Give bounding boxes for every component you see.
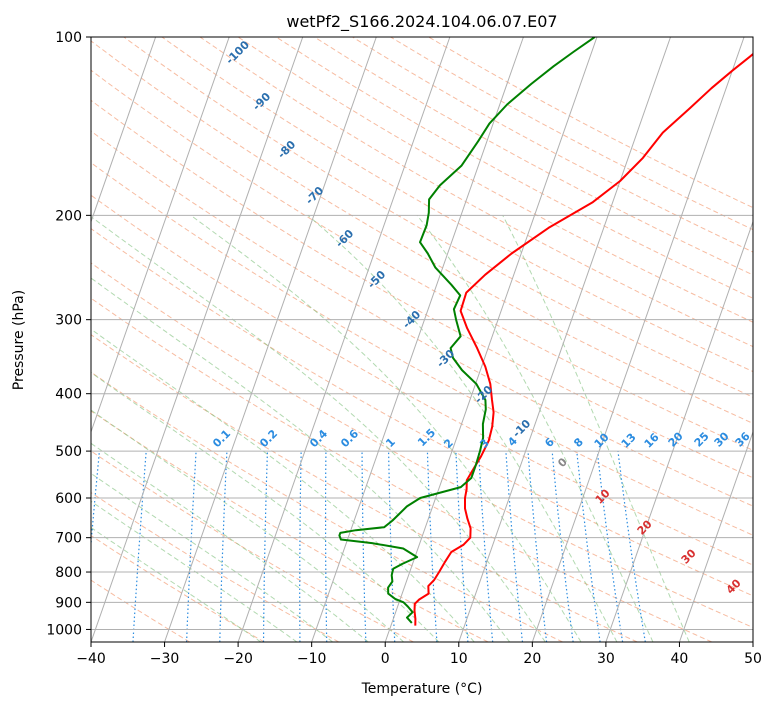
dry-adiabat <box>91 371 563 642</box>
chart-title: wetPf2_S166.2024.104.06.07.E07 <box>286 12 557 32</box>
x-tick-label: −40 <box>76 651 106 667</box>
moist-adiabat <box>91 409 404 642</box>
y-tick-label: 700 <box>55 531 82 547</box>
mixing-ratio-line <box>478 451 494 642</box>
isotherm <box>164 37 377 642</box>
plot-area <box>91 37 753 642</box>
y-tick-label: 100 <box>55 30 82 46</box>
moist-adiabat <box>91 328 475 642</box>
dry-adiabat <box>91 534 265 642</box>
mixing-ratio-line <box>551 451 574 642</box>
y-tick-label: 900 <box>55 595 82 611</box>
x-axis: −40 −30 −20 −10 0 10 20 30 40 50 <box>76 642 762 667</box>
x-tick-label: 20 <box>523 651 541 667</box>
moist-adiabat <box>91 500 298 642</box>
isotherm <box>237 37 451 642</box>
plot-frame <box>90 36 754 643</box>
isotherm <box>678 430 753 642</box>
x-tick-label: 10 <box>450 651 468 667</box>
dewpoint-profile <box>338 37 596 624</box>
dry-adiabat <box>91 334 638 642</box>
isotherm <box>605 220 753 642</box>
moist-adiabat <box>190 214 582 642</box>
dry-adiabat <box>91 40 753 424</box>
x-tick-label: 50 <box>744 651 762 667</box>
x-tick-label: 30 <box>597 651 615 667</box>
y-axis-label: Pressure (hPa) <box>11 290 27 390</box>
y-tick-label: 400 <box>55 387 82 403</box>
x-tick-label: −20 <box>223 651 253 667</box>
isotherm <box>91 37 230 434</box>
y-axis: 100 200 300 400 500 600 700 800 900 1000 <box>46 30 91 638</box>
moist-adiabat <box>307 214 618 642</box>
y-tick-label: 1000 <box>46 622 82 638</box>
moist-adiabat <box>91 526 262 642</box>
dry-adiabat <box>161 37 753 373</box>
moist-adiabat <box>91 371 440 642</box>
dry-adiabat <box>91 130 753 507</box>
moist-adiabat <box>416 214 654 642</box>
y-tick-label: 600 <box>55 491 82 507</box>
moist-adiabat <box>91 472 333 642</box>
isotherm <box>384 37 598 642</box>
x-tick-label: 0 <box>381 651 390 667</box>
y-tick-label: 500 <box>55 444 82 460</box>
x-tick-label: −30 <box>150 651 180 667</box>
dry-adiabat <box>91 450 414 642</box>
mixing-ratio-line <box>527 451 548 642</box>
moist-adiabat <box>502 215 690 642</box>
background-lines <box>91 37 753 642</box>
x-axis-label: Temperature (°C) <box>361 681 483 697</box>
dry-adiabat <box>199 37 753 348</box>
mixing-ratio-line <box>596 451 624 642</box>
y-tick-label: 300 <box>55 313 82 329</box>
dry-adiabat <box>91 410 489 642</box>
y-tick-label: 200 <box>55 208 82 224</box>
moist-adiabat <box>91 277 511 642</box>
mixing-ratio-line <box>91 451 100 550</box>
moist-adiabat <box>91 215 546 642</box>
isotherm <box>458 37 671 642</box>
x-tick-label: −10 <box>297 651 327 667</box>
temperature-profile <box>413 52 753 626</box>
mixing-ratio-line <box>505 451 524 642</box>
dry-adiabat <box>91 162 753 536</box>
moist-adiabat <box>91 442 369 642</box>
isotherm <box>91 37 304 642</box>
dry-adiabat <box>91 227 753 597</box>
mixing-ratio-line <box>576 451 601 642</box>
isotherm <box>531 37 745 642</box>
x-tick-label: 40 <box>671 651 689 667</box>
dry-adiabat <box>123 37 753 398</box>
series-layer <box>338 37 753 626</box>
mixing-ratio-line <box>617 451 646 642</box>
dry-adiabat <box>237 37 753 323</box>
isotherm <box>91 37 157 224</box>
y-tick-label: 800 <box>55 565 82 581</box>
